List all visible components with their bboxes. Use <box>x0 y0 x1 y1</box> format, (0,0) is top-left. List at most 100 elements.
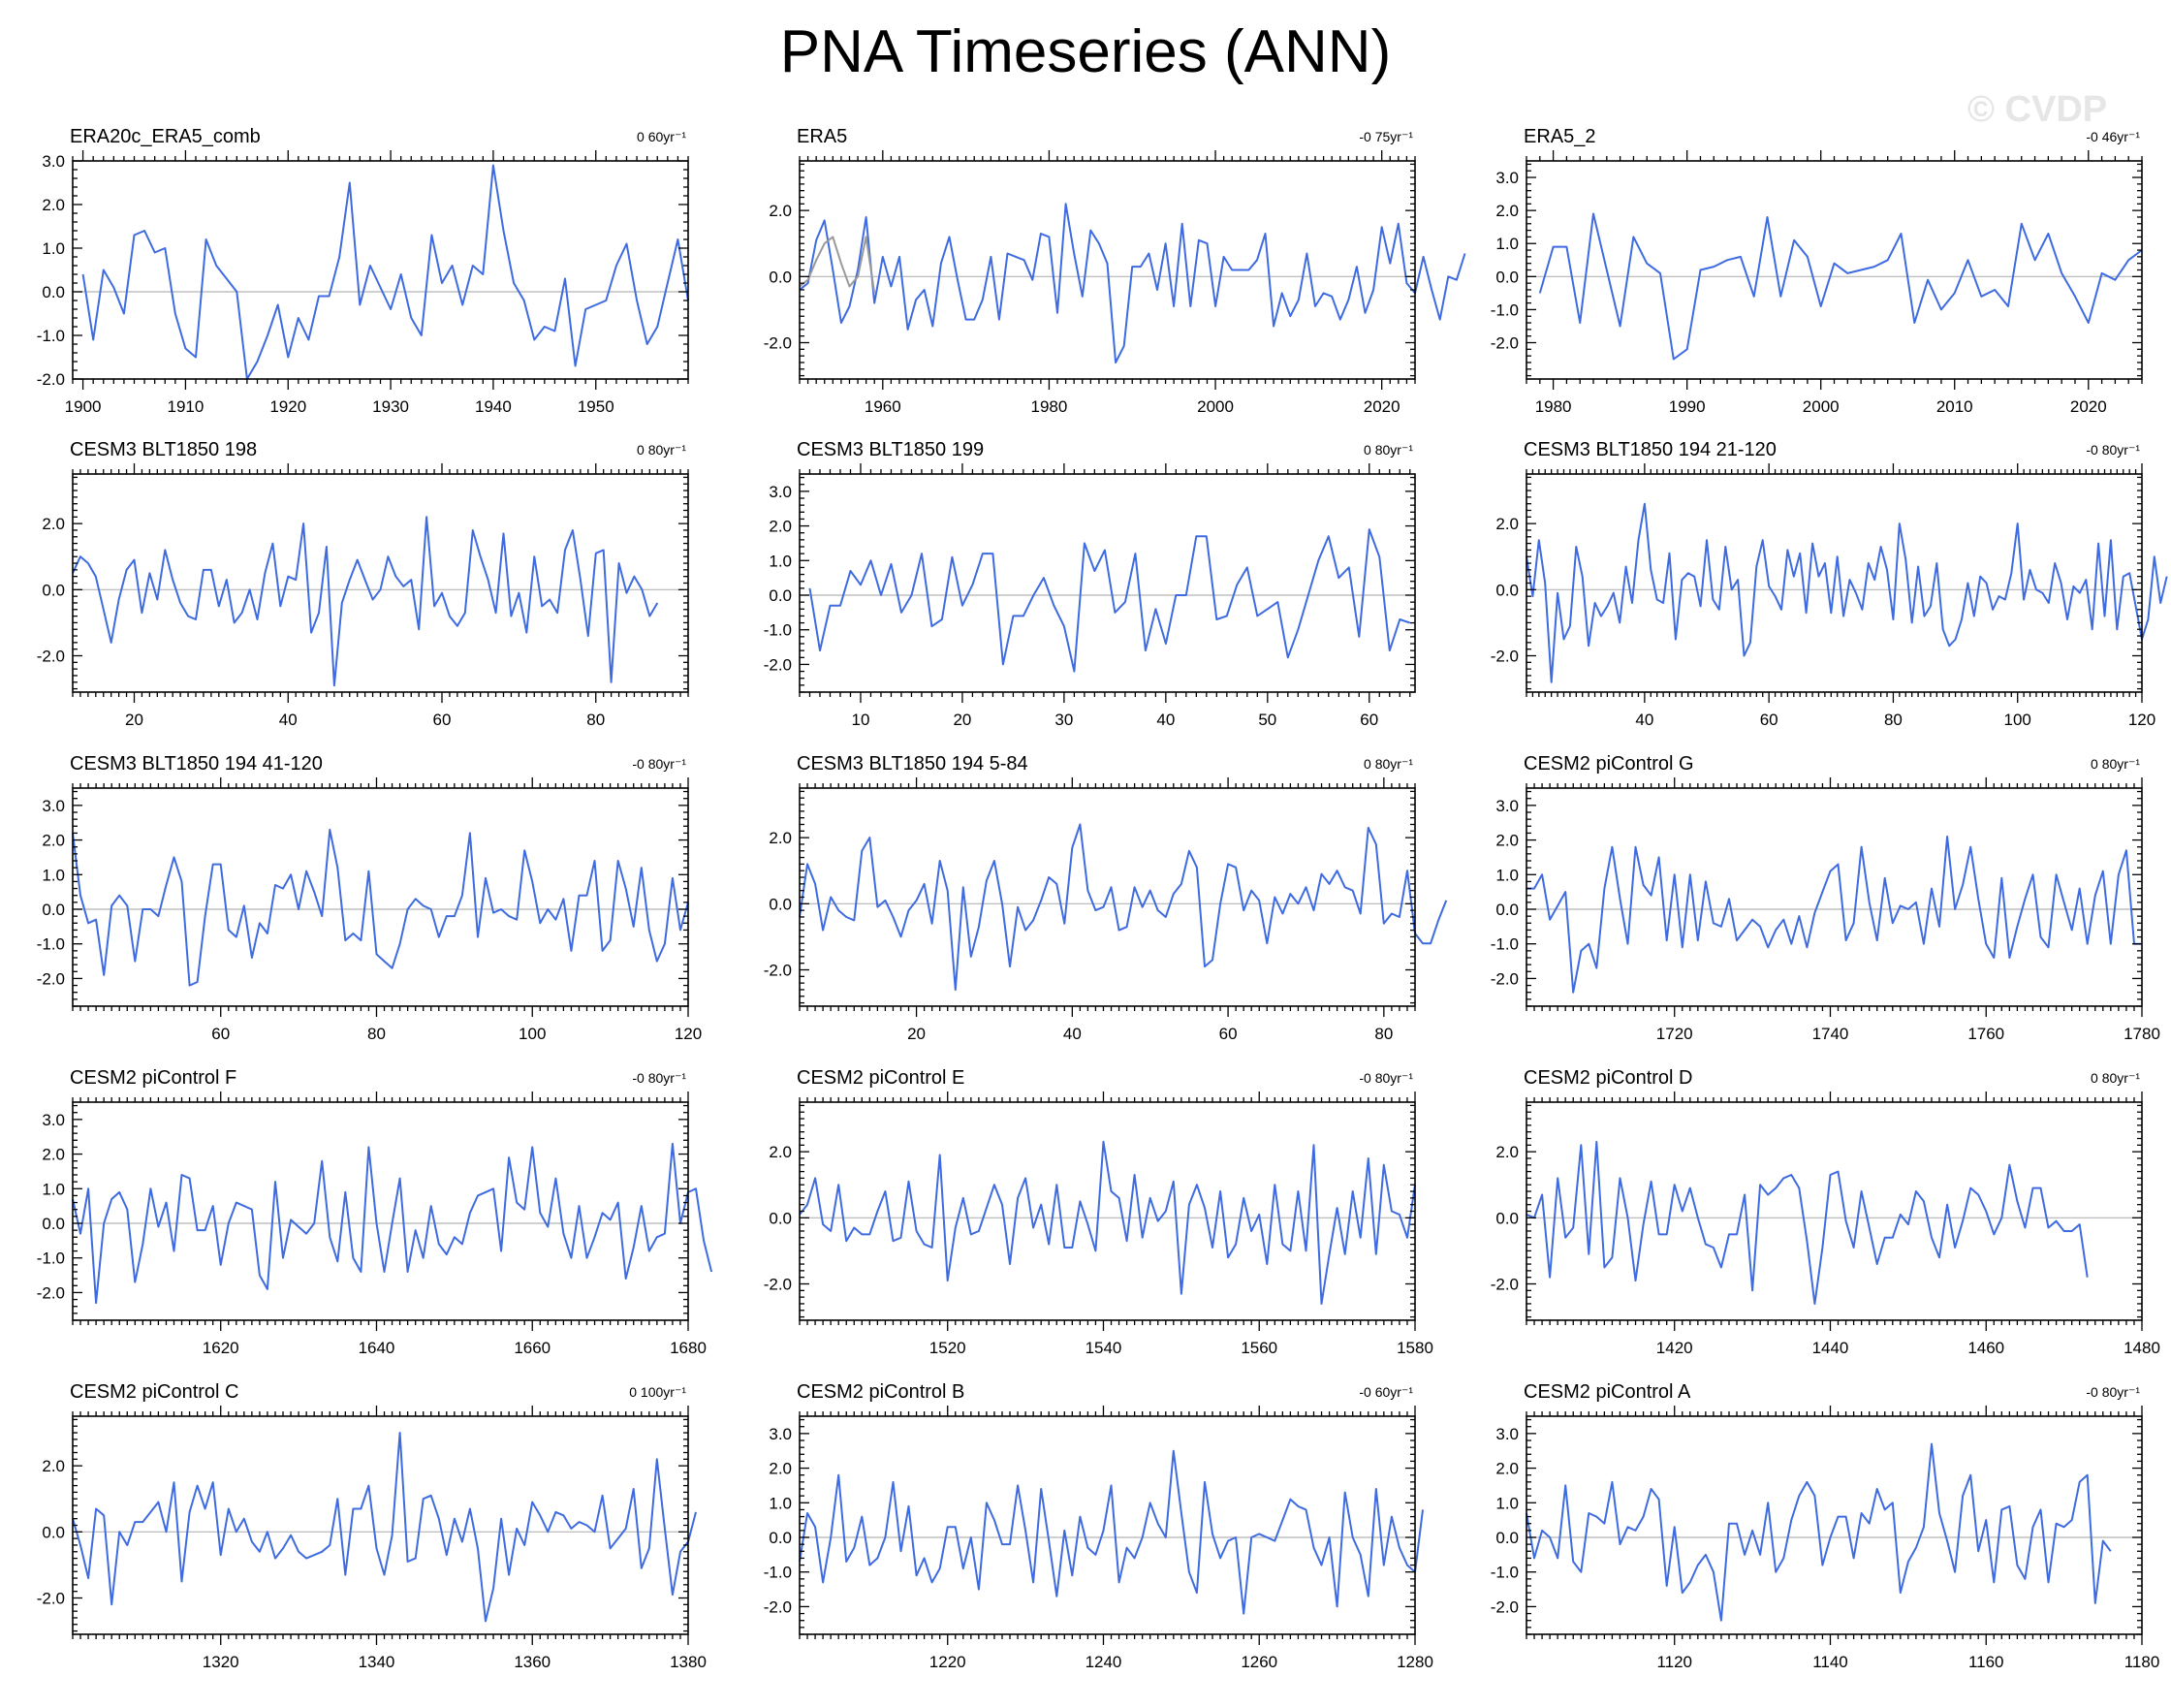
x-tick-label: 1160 <box>1968 1653 2004 1671</box>
x-tick-label: 1760 <box>1967 1025 2004 1043</box>
y-tick-label: -2.0 <box>1491 1597 1519 1616</box>
y-tick-label: 1.0 <box>1495 866 1519 884</box>
panel-title: CESM2 piControl D <box>1524 1067 1693 1089</box>
series-line <box>72 1432 697 1623</box>
x-tick-label: 1420 <box>1656 1339 1693 1357</box>
plot-frame <box>72 787 689 1007</box>
x-tick-label: 1990 <box>1669 397 1706 416</box>
x-tick-label: 1640 <box>359 1339 395 1357</box>
x-tick-label: 80 <box>1374 1025 1393 1043</box>
y-tick-label: 3.0 <box>42 1111 65 1129</box>
trend-label: -0 80yr⁻¹ <box>2086 1384 2140 1400</box>
plot-frame <box>72 160 689 380</box>
x-tick-label: 1380 <box>670 1653 707 1671</box>
y-tick-label: -2.0 <box>1491 969 1519 988</box>
y-tick-label: 0.0 <box>1495 581 1519 599</box>
x-tick-label: 80 <box>586 711 605 729</box>
y-tick-label: 2.0 <box>769 202 792 220</box>
y-tick-label: 3.0 <box>769 483 792 501</box>
y-tick-label: -1.0 <box>764 621 792 640</box>
y-tick-label: 0.0 <box>1495 901 1519 919</box>
x-tick-label: 1240 <box>1086 1653 1122 1671</box>
y-tick-label: 0.0 <box>1495 268 1519 286</box>
x-tick-label: 1980 <box>1535 397 1572 416</box>
trend-label: -0 46yr⁻¹ <box>2086 129 2140 144</box>
x-tick-label: 1980 <box>1031 397 1068 416</box>
x-tick-label: 40 <box>1063 1025 1082 1043</box>
y-tick-label: 0.0 <box>1495 1529 1519 1547</box>
y-tick-label: -2.0 <box>764 334 792 353</box>
series-line <box>1526 502 2168 683</box>
x-tick-label: 2020 <box>2070 397 2107 416</box>
x-tick-label: 80 <box>367 1025 386 1043</box>
trend-label: -0 80yr⁻¹ <box>632 1070 686 1086</box>
x-tick-label: 40 <box>1635 711 1653 729</box>
x-tick-label: 80 <box>1884 711 1903 729</box>
y-tick-label: 0.0 <box>42 581 65 599</box>
y-tick-label: -2.0 <box>37 648 65 666</box>
series-line <box>72 828 689 987</box>
y-tick-label: -2.0 <box>764 962 792 980</box>
y-tick-label: 1.0 <box>1495 235 1519 253</box>
x-tick-label: 20 <box>907 1025 926 1043</box>
y-tick-label: -1.0 <box>1491 300 1519 319</box>
y-tick-label: 2.0 <box>42 1146 65 1164</box>
trend-label: -0 80yr⁻¹ <box>2086 442 2140 458</box>
x-tick-label: 1320 <box>203 1653 239 1671</box>
panel-4: CESM3 BLT1850 198 0 80yr⁻¹ -2.0 0.0 2.0 20 40 6… <box>37 439 689 729</box>
x-tick-label: 1960 <box>865 397 901 416</box>
y-tick-label: 2.0 <box>769 1460 792 1478</box>
y-tick-label: 3.0 <box>1495 169 1519 187</box>
trend-label: 0 80yr⁻¹ <box>637 442 686 458</box>
panel-title: CESM2 piControl A <box>1524 1381 1691 1403</box>
y-tick-label: -2.0 <box>764 1276 792 1294</box>
x-tick-label: 1910 <box>168 397 205 416</box>
panel-7: CESM3 BLT1850 194 41-120 -0 80yr⁻¹ -2.0 -1.… <box>37 753 702 1043</box>
trend-label: 0 80yr⁻¹ <box>2091 1070 2140 1086</box>
x-tick-label: 1920 <box>269 397 306 416</box>
x-tick-label: 1620 <box>203 1339 239 1357</box>
panel-title: CESM3 BLT1850 198 <box>70 439 257 460</box>
y-tick-label: 0.0 <box>769 895 792 913</box>
series-line <box>1526 1140 2089 1305</box>
x-tick-label: 60 <box>1760 711 1778 729</box>
x-tick-label: 50 <box>1258 711 1276 729</box>
panel-title: CESM2 piControl E <box>797 1067 964 1089</box>
panel-9: CESM2 piControl G 0 80yr⁻¹ -2.0 -1.0 0.0 1.0 2… <box>1491 753 2160 1043</box>
x-tick-label: 1720 <box>1656 1025 1693 1043</box>
y-tick-label: 1.0 <box>42 1180 65 1198</box>
y-tick-label: 1.0 <box>42 239 65 258</box>
y-tick-label: 1.0 <box>769 1494 792 1512</box>
y-tick-label: -2.0 <box>37 370 65 389</box>
y-tick-label: 2.0 <box>1495 202 1519 220</box>
x-tick-label: 20 <box>953 711 971 729</box>
x-tick-label: 1360 <box>514 1653 551 1671</box>
panel-title: CESM2 piControl B <box>797 1381 964 1403</box>
y-tick-label: 1.0 <box>42 866 65 884</box>
trend-label: 0 60yr⁻¹ <box>637 129 686 144</box>
panel-14: CESM2 piControl B -0 60yr⁻¹ -2.0 -1.0 0.0 1.0… <box>764 1381 1433 1671</box>
series-line <box>72 1142 713 1305</box>
y-tick-label: 0.0 <box>769 586 792 605</box>
y-tick-label: 2.0 <box>1495 515 1519 533</box>
trend-label: 0 100yr⁻¹ <box>629 1384 686 1400</box>
x-tick-label: 40 <box>279 711 298 729</box>
x-tick-label: 1560 <box>1241 1339 1277 1357</box>
y-tick-label: -1.0 <box>37 935 65 954</box>
panel-10: CESM2 piControl F -0 80yr⁻¹ -2.0 -1.0 0.0 1.0… <box>37 1067 713 1357</box>
y-tick-label: 2.0 <box>42 515 65 533</box>
y-tick-label: -2.0 <box>764 1597 792 1616</box>
plot-frame <box>72 473 689 693</box>
y-tick-label: 2.0 <box>42 196 65 214</box>
panel-11: CESM2 piControl E -0 80yr⁻¹ -2.0 0.0 2.0 1520… <box>764 1067 1433 1357</box>
x-tick-label: 1220 <box>929 1653 966 1671</box>
x-tick-label: 1930 <box>372 397 409 416</box>
x-tick-label: 1180 <box>2124 1653 2160 1671</box>
panel-title: CESM2 piControl C <box>70 1381 239 1403</box>
y-tick-label: -2.0 <box>37 1283 65 1302</box>
x-tick-label: 2010 <box>1936 397 1973 416</box>
x-tick-label: 1260 <box>1241 1653 1277 1671</box>
x-tick-label: 100 <box>2004 711 2031 729</box>
x-tick-label: 60 <box>1219 1025 1238 1043</box>
